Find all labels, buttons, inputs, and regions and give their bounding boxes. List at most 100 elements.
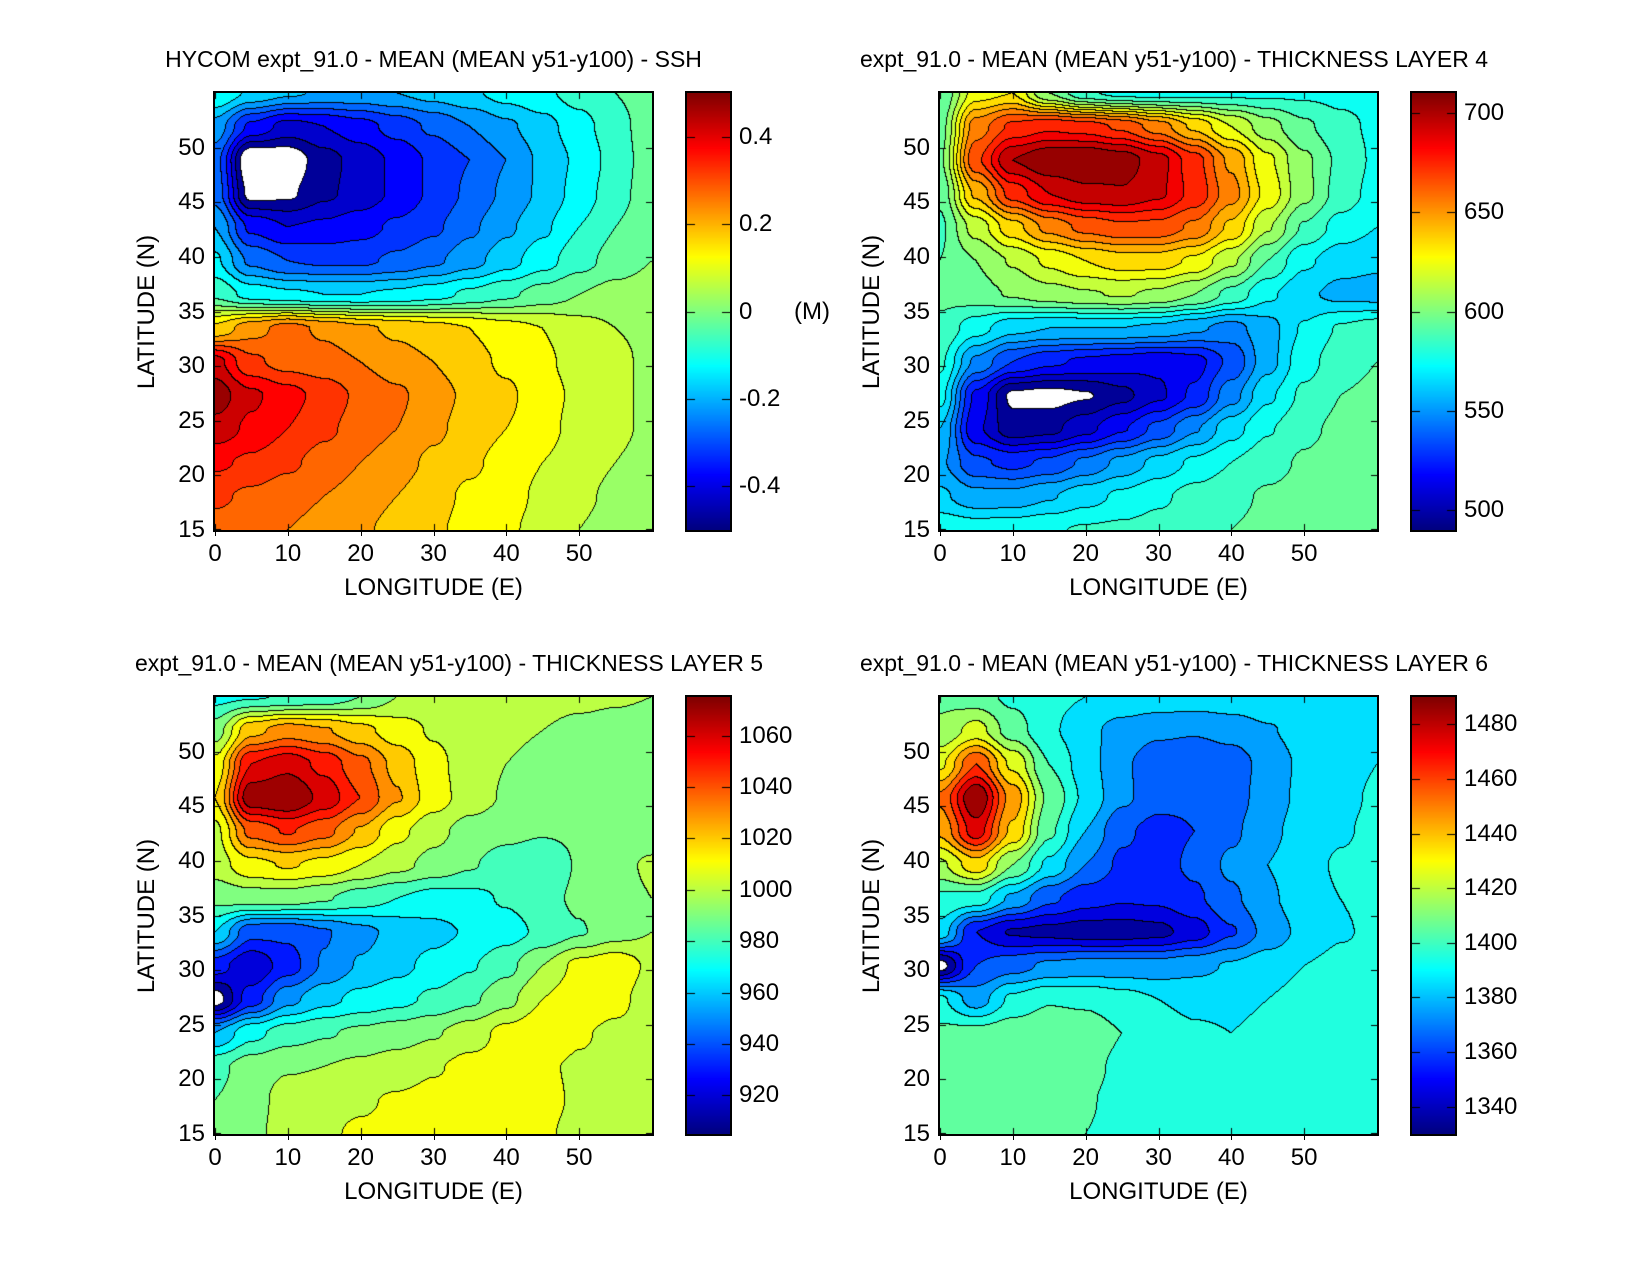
y-tick-label: 45 — [903, 188, 930, 216]
colorbar — [685, 695, 732, 1136]
x-tick-mark — [940, 1136, 941, 1140]
colorbar-tick-label: 1360 — [1464, 1038, 1518, 1066]
x-tick-mark — [1304, 532, 1306, 536]
colorbar-tick-label: 550 — [1464, 396, 1505, 424]
x-tick-mark — [579, 532, 581, 536]
y-tick-label: 20 — [178, 1065, 205, 1093]
x-tick-label: 20 — [1072, 1144, 1100, 1171]
colorbar-tick-label: -0.4 — [739, 472, 781, 500]
x-tick-label: 10 — [274, 540, 302, 567]
y-tick-label: 40 — [903, 846, 930, 874]
panel-title: expt_91.0 - MEAN (MEAN y51-y100) - THICK… — [860, 650, 1489, 676]
contour-plot — [213, 91, 654, 532]
x-tick-mark — [579, 1136, 581, 1140]
x-tick-mark — [1231, 1136, 1233, 1140]
x-tick-mark — [1158, 532, 1160, 536]
y-tick-label: 15 — [903, 1120, 930, 1147]
y-tick-label: 30 — [178, 956, 205, 984]
x-axis-label: LONGITUDE (E) — [1069, 1178, 1248, 1205]
colorbar-tick-label: 920 — [739, 1081, 780, 1109]
x-tick-label: 10 — [999, 1144, 1027, 1171]
x-tick-label: 20 — [1072, 540, 1100, 567]
colorbar-tick-label: 0 — [739, 297, 753, 325]
y-tick-label: 25 — [903, 1010, 930, 1038]
x-tick-mark — [506, 532, 508, 536]
y-tick-label: 15 — [178, 516, 205, 543]
x-tick-label: 30 — [1145, 1144, 1172, 1171]
x-tick-label: 50 — [1290, 1144, 1318, 1171]
x-tick-label: 20 — [347, 540, 375, 567]
y-tick-label: 25 — [178, 406, 205, 434]
x-tick-label: 0 — [208, 1144, 222, 1171]
x-tick-label: 10 — [274, 1144, 302, 1171]
x-tick-mark — [940, 532, 941, 536]
x-tick-label: 0 — [933, 540, 947, 567]
y-tick-label: 50 — [178, 737, 205, 765]
colorbar-tick-label: -0.2 — [739, 384, 781, 412]
x-tick-label: 40 — [492, 1144, 520, 1171]
x-tick-label: 40 — [1217, 540, 1245, 567]
colorbar-tick-label: 940 — [739, 1030, 780, 1058]
x-axis-label: LONGITUDE (E) — [344, 574, 523, 601]
x-tick-mark — [1304, 1136, 1306, 1140]
panel-title: expt_91.0 - MEAN (MEAN y51-y100) - THICK… — [135, 650, 764, 676]
x-tick-label: 40 — [1217, 1144, 1245, 1171]
x-tick-mark — [215, 532, 216, 536]
x-tick-label: 30 — [1145, 540, 1172, 567]
x-tick-label: 40 — [492, 540, 520, 567]
y-tick-label: 40 — [903, 242, 930, 270]
y-tick-label: 25 — [178, 1010, 205, 1038]
x-tick-label: 30 — [420, 1144, 447, 1171]
y-tick-label: 20 — [903, 461, 930, 489]
x-tick-label: 50 — [565, 1144, 593, 1171]
y-tick-label: 50 — [903, 737, 930, 765]
colorbar-tick-label: 700 — [1464, 98, 1505, 126]
y-tick-label: 25 — [903, 406, 930, 434]
x-tick-label: 30 — [420, 540, 447, 567]
colorbar — [1410, 91, 1457, 532]
y-tick-label: 40 — [178, 242, 205, 270]
colorbar — [685, 91, 732, 532]
colorbar-tick-label: 980 — [739, 927, 780, 955]
y-tick-label: 45 — [178, 792, 205, 820]
y-tick-label: 30 — [178, 352, 205, 380]
x-tick-label: 50 — [1290, 540, 1318, 567]
y-tick-label: 50 — [903, 133, 930, 161]
x-tick-mark — [360, 1136, 362, 1140]
x-tick-mark — [215, 1136, 216, 1140]
x-tick-mark — [506, 1136, 508, 1140]
x-tick-mark — [1085, 1136, 1087, 1140]
colorbar-tick-label: 1400 — [1464, 928, 1518, 956]
x-tick-label: 10 — [999, 540, 1027, 567]
colorbar-tick-label: 1000 — [739, 875, 793, 903]
colorbar-tick-label: 1380 — [1464, 983, 1518, 1011]
y-tick-label: 15 — [178, 1120, 205, 1147]
x-tick-mark — [1012, 532, 1014, 536]
colorbar-tick-label: 1040 — [739, 772, 793, 800]
x-tick-label: 50 — [565, 540, 593, 567]
y-tick-label: 35 — [178, 901, 205, 929]
contour-plot — [938, 695, 1379, 1136]
colorbar-tick-label: 1460 — [1464, 764, 1518, 792]
colorbar-tick-label: 1440 — [1464, 819, 1518, 847]
colorbar-tick-label: 1060 — [739, 721, 793, 749]
y-tick-label: 15 — [903, 516, 930, 543]
x-tick-label: 0 — [933, 1144, 947, 1171]
y-tick-label: 35 — [903, 297, 930, 325]
panel-title: HYCOM expt_91.0 - MEAN (MEAN y51-y100) -… — [165, 46, 702, 72]
y-tick-label: 20 — [903, 1065, 930, 1093]
y-tick-label: 45 — [903, 792, 930, 820]
x-tick-mark — [1085, 532, 1087, 536]
y-tick-label: 30 — [903, 352, 930, 380]
colorbar — [1410, 695, 1457, 1136]
contour-plot — [213, 695, 654, 1136]
x-axis-label: LONGITUDE (E) — [1069, 574, 1248, 601]
colorbar-tick-label: 650 — [1464, 198, 1505, 226]
colorbar-tick-label: 1480 — [1464, 710, 1518, 738]
colorbar-unit-label: (M) — [794, 297, 830, 325]
colorbar-tick-label: 600 — [1464, 297, 1505, 325]
colorbar-tick-label: 0.2 — [739, 210, 773, 238]
colorbar-tick-label: 0.4 — [739, 122, 773, 150]
y-tick-label: 20 — [178, 461, 205, 489]
